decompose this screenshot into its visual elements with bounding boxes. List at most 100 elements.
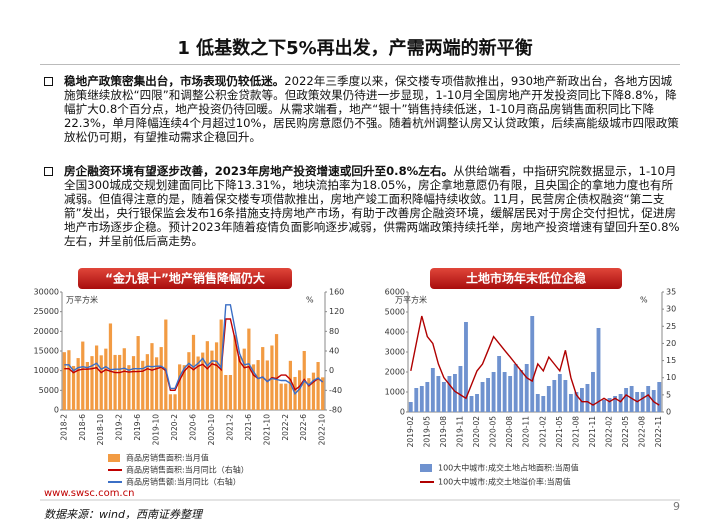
bar bbox=[205, 341, 209, 410]
bar bbox=[568, 394, 573, 412]
x-tick-label: 2021-11 bbox=[588, 416, 597, 448]
y2-tick-label: -40 bbox=[329, 386, 342, 395]
bar bbox=[173, 394, 177, 410]
source-note: 数据来源：wind，西南证券整理 bbox=[44, 508, 203, 521]
bar bbox=[164, 319, 168, 410]
bar bbox=[436, 376, 441, 412]
bullet-body: 2022年三季度以来，保交楼专项借款推出，930地产新政出台，各地方因城施策继续… bbox=[64, 74, 679, 144]
bar bbox=[408, 402, 413, 412]
bar bbox=[596, 328, 601, 412]
bar bbox=[541, 396, 546, 412]
bar bbox=[513, 364, 518, 412]
bar bbox=[441, 382, 446, 412]
y2-tick-label: -80 bbox=[329, 406, 342, 415]
y-tick-label: 10000 bbox=[34, 366, 59, 375]
x-tick-label: 2019-08 bbox=[439, 416, 448, 448]
legend-label: 商品房销售额:当月同比（右轴） bbox=[126, 477, 241, 487]
bar bbox=[419, 386, 424, 412]
bar bbox=[256, 360, 260, 410]
x-tick-label: 2022-05 bbox=[621, 416, 630, 448]
bar bbox=[136, 336, 140, 410]
y-tick-label: 6000 bbox=[385, 288, 405, 297]
x-tick-label: 2019-05 bbox=[422, 416, 431, 448]
bar bbox=[321, 377, 325, 410]
y-tick-label: 0 bbox=[54, 406, 59, 415]
bullet-box bbox=[44, 167, 53, 176]
bar bbox=[646, 386, 651, 412]
x-tick-label: 2020-6 bbox=[189, 414, 198, 441]
x-tick-label: 2019-2 bbox=[115, 414, 124, 441]
x-tick-label: 2019-6 bbox=[133, 414, 142, 441]
bar bbox=[113, 354, 117, 410]
bar bbox=[228, 374, 233, 410]
bar bbox=[274, 334, 279, 410]
legend-label: 商品房销售面积:当月值 bbox=[126, 453, 209, 463]
y-tick-label: 2000 bbox=[385, 368, 405, 377]
legend-label: 商品房销售面积:当月同比（右轴） bbox=[126, 465, 249, 475]
x-tick-label: 2022-2 bbox=[281, 414, 290, 441]
y2-tick-label: 160 bbox=[329, 288, 344, 297]
x-tick-label: 2020-10 bbox=[207, 414, 216, 446]
bar bbox=[508, 376, 513, 412]
bar bbox=[247, 328, 251, 410]
bar bbox=[316, 362, 320, 410]
y-tick-label: 30000 bbox=[34, 288, 59, 297]
chart-title-box bbox=[430, 268, 622, 289]
bar bbox=[486, 378, 490, 412]
bar bbox=[122, 348, 126, 410]
bar bbox=[447, 376, 452, 412]
y2-tick-label: 40 bbox=[329, 347, 339, 356]
x-tick-label: 2018-2 bbox=[59, 414, 68, 441]
bullet-lead: 房企融资环境有望逐步改善，2023年房地产投资增速或回升至0.8%左右。 bbox=[64, 164, 454, 178]
line bbox=[410, 315, 660, 406]
y2-tick-label: 5 bbox=[666, 390, 671, 399]
legend-label: 100大中城市:成交土地占地面积:当周值 bbox=[438, 463, 579, 473]
x-tick-label: 2022-10 bbox=[318, 414, 327, 446]
bar bbox=[94, 345, 99, 410]
y2-tick-label: 20 bbox=[666, 339, 676, 348]
y2-unit: % bbox=[640, 296, 648, 305]
bar bbox=[519, 370, 524, 412]
bar bbox=[85, 362, 89, 410]
bar bbox=[81, 341, 85, 410]
bar bbox=[76, 358, 80, 410]
x-tick-label: 2018-10 bbox=[96, 414, 105, 446]
bar bbox=[491, 372, 496, 412]
bullet-lead: 稳地产政策密集出台，市场表现仍较低迷。 bbox=[64, 74, 285, 88]
bar bbox=[535, 394, 540, 412]
bar bbox=[127, 365, 131, 410]
bullet-text: 房企融资环境有望逐步改善，2023年房地产投资增速或回升至0.8%左右。从供给端… bbox=[64, 164, 680, 248]
y2-tick-label: 30 bbox=[666, 305, 676, 314]
bar bbox=[71, 365, 76, 410]
bar bbox=[458, 366, 463, 412]
chart-title: “金九银十”地产销售降幅仍大 bbox=[105, 271, 265, 286]
page-number: 9 bbox=[673, 500, 680, 513]
x-tick-label: 2022-11 bbox=[654, 416, 663, 448]
x-tick-label: 2019-10 bbox=[152, 414, 161, 446]
bar bbox=[469, 396, 474, 412]
x-tick-label: 2020-05 bbox=[489, 416, 498, 448]
y-tick-label: 4000 bbox=[385, 328, 405, 337]
y-tick-label: 15000 bbox=[34, 347, 59, 356]
bar bbox=[453, 374, 457, 412]
y2-tick-label: 0 bbox=[329, 366, 334, 375]
bar bbox=[640, 392, 645, 412]
bar bbox=[159, 347, 163, 410]
bar bbox=[238, 356, 242, 410]
x-tick-label: 2021-10 bbox=[262, 414, 271, 446]
bar bbox=[480, 382, 485, 412]
title-rule bbox=[40, 64, 680, 65]
y2-tick-label: 35 bbox=[666, 288, 676, 297]
y-tick-label: 25000 bbox=[34, 307, 59, 316]
bar bbox=[168, 394, 173, 410]
y2-tick-label: 120 bbox=[329, 307, 344, 316]
bar bbox=[118, 354, 122, 410]
bar bbox=[154, 357, 159, 410]
bar bbox=[425, 382, 430, 412]
bar bbox=[150, 343, 154, 410]
bar bbox=[224, 374, 228, 410]
bar bbox=[131, 356, 136, 410]
bar bbox=[90, 356, 94, 410]
